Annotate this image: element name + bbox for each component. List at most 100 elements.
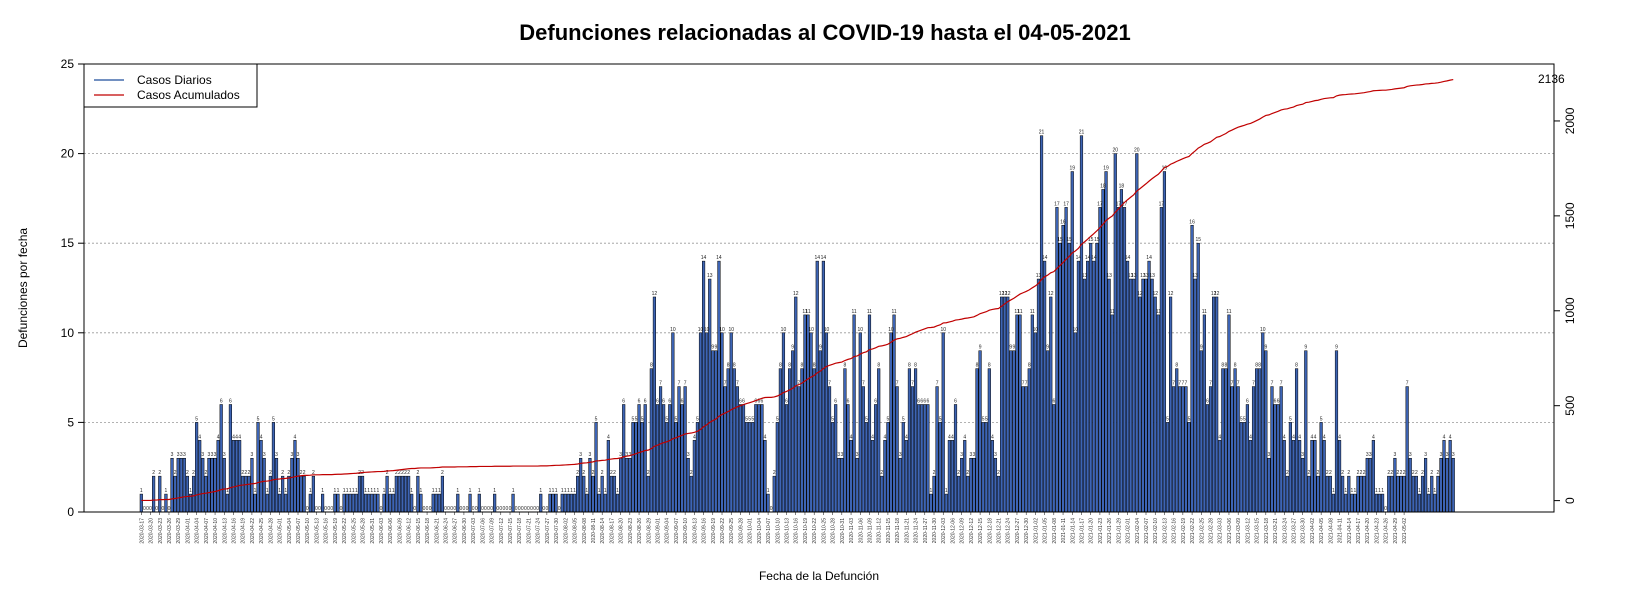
bar-value-label: 1 xyxy=(284,488,287,494)
bar-value-label: 11 xyxy=(1017,309,1022,315)
daily-bar xyxy=(576,475,580,513)
daily-bar xyxy=(855,457,859,513)
bar-value-label: 2 xyxy=(880,470,883,476)
bar-value-label: 3 xyxy=(211,452,214,458)
daily-bar xyxy=(1089,242,1093,513)
bar-value-label: 1 xyxy=(469,488,472,494)
x-tick-label: 2020-12-03 xyxy=(941,518,947,544)
bar-value-label: 2 xyxy=(244,470,247,476)
daily-bar xyxy=(809,332,813,513)
bar-value-label: 6 xyxy=(1206,398,1209,404)
x-tick-label: 2020-04-22 xyxy=(250,518,256,544)
daily-bar xyxy=(944,493,948,513)
daily-bar xyxy=(996,475,1001,513)
x-tick-label: 2021-02-22 xyxy=(1190,518,1196,544)
daily-bar xyxy=(1261,332,1265,513)
bar-value-label: 3 xyxy=(589,452,592,458)
bar-value-label: 19 xyxy=(1103,166,1109,172)
daily-bar xyxy=(1067,242,1071,513)
bar-value-label: 1 xyxy=(309,488,312,494)
daily-bar xyxy=(1046,350,1050,513)
daily-bar xyxy=(278,493,282,513)
x-tick-label: 2020-04-04 xyxy=(195,518,201,544)
bar-value-label: 11 xyxy=(1014,309,1019,315)
daily-bar xyxy=(1212,296,1216,513)
bar-value-label: 2 xyxy=(966,470,969,476)
x-tick-label: 2020-06-09 xyxy=(397,518,403,544)
bar-value-label: 0 xyxy=(545,506,548,512)
daily-bar xyxy=(757,404,761,513)
x-axis-title: Fecha de la Defunción xyxy=(759,569,879,583)
bar-value-label: 9 xyxy=(979,345,982,351)
bar-value-label: 4 xyxy=(235,434,238,440)
x-tick-label: 2021-02-13 xyxy=(1162,518,1168,544)
daily-bar xyxy=(265,493,269,513)
bar-value-label: 4 xyxy=(963,434,966,440)
bar-value-label: 7 xyxy=(1181,381,1184,387)
bar-value-label: 1 xyxy=(1332,488,1335,494)
x-tick-label: 2021-01-26 xyxy=(1107,518,1113,544)
daily-bar xyxy=(1003,296,1007,513)
daily-bar xyxy=(1279,386,1283,513)
daily-bar xyxy=(437,493,441,513)
x-tick-label: 2020-08-02 xyxy=(563,518,569,544)
daily-bar xyxy=(914,368,918,513)
daily-bar xyxy=(216,440,220,513)
x-tick-label: 2020-03-17 xyxy=(139,518,145,544)
daily-bar xyxy=(938,422,942,513)
bar-value-label: 5 xyxy=(665,416,668,422)
y-tick-label: 0 xyxy=(67,505,74,519)
y2-tick-label: 2000 xyxy=(1563,107,1577,134)
bar-value-label: 2 xyxy=(1329,470,1332,476)
daily-bar xyxy=(806,314,810,513)
bar-value-label: 0 xyxy=(146,506,149,512)
daily-bar xyxy=(1184,386,1188,513)
bar-value-label: 1 xyxy=(945,488,948,494)
daily-bar xyxy=(1095,242,1099,513)
daily-bar xyxy=(1310,440,1314,513)
bar-value-label: 0 xyxy=(459,506,462,512)
bar-value-label: 2 xyxy=(398,470,401,476)
daily-bar xyxy=(1424,457,1428,513)
bar-value-label: 5 xyxy=(1166,416,1169,422)
bar-value-label: 11 xyxy=(867,309,872,315)
bar-value-label: 1 xyxy=(266,488,269,494)
x-tick-label: 2021-04-20 xyxy=(1365,518,1371,544)
bar-value-label: 10 xyxy=(888,327,894,333)
daily-bar xyxy=(781,332,786,513)
bar-value-label: 1 xyxy=(226,488,229,494)
x-tick-label: 2020-11-03 xyxy=(849,518,855,543)
bar-value-label: 8 xyxy=(1295,363,1298,369)
bar-value-label: 1 xyxy=(352,488,355,494)
x-tick-label: 2020-12-12 xyxy=(969,518,975,544)
daily-bar xyxy=(1153,296,1157,513)
daily-bar xyxy=(680,404,684,513)
bar-value-label: 0 xyxy=(472,506,475,512)
daily-bar xyxy=(1445,457,1449,513)
bar-value-label: 5 xyxy=(272,416,275,422)
daily-bar xyxy=(824,332,829,513)
bar-value-label: 6 xyxy=(644,398,647,404)
bar-value-label: 11 xyxy=(1226,309,1231,315)
bar-value-label: 11 xyxy=(852,309,857,315)
bar-value-label: 2 xyxy=(613,470,616,476)
daily-bar xyxy=(797,386,801,513)
daily-bar xyxy=(434,493,438,513)
daily-bar xyxy=(1325,475,1329,513)
bar-value-label: 11 xyxy=(802,309,807,315)
bar-value-label: 1 xyxy=(555,488,558,494)
x-tick-label: 2020-07-21 xyxy=(526,518,532,544)
x-tick-label: 2020-09-19 xyxy=(711,518,717,544)
daily-bar xyxy=(1411,475,1415,513)
bar-value-label: 2 xyxy=(416,470,419,476)
x-tick-label: 2020-10-31 xyxy=(840,518,846,544)
bar-value-label: 2 xyxy=(158,470,161,476)
x-tick-label: 2020-06-27 xyxy=(453,518,459,544)
daily-bar xyxy=(674,422,678,513)
x-tick-label: 2020-10-10 xyxy=(775,518,781,544)
daily-bar xyxy=(849,440,853,513)
bar-value-label: 0 xyxy=(524,506,527,512)
daily-bar xyxy=(1276,404,1280,513)
daily-bar xyxy=(204,475,208,513)
bar-value-label: 7 xyxy=(1185,381,1188,387)
